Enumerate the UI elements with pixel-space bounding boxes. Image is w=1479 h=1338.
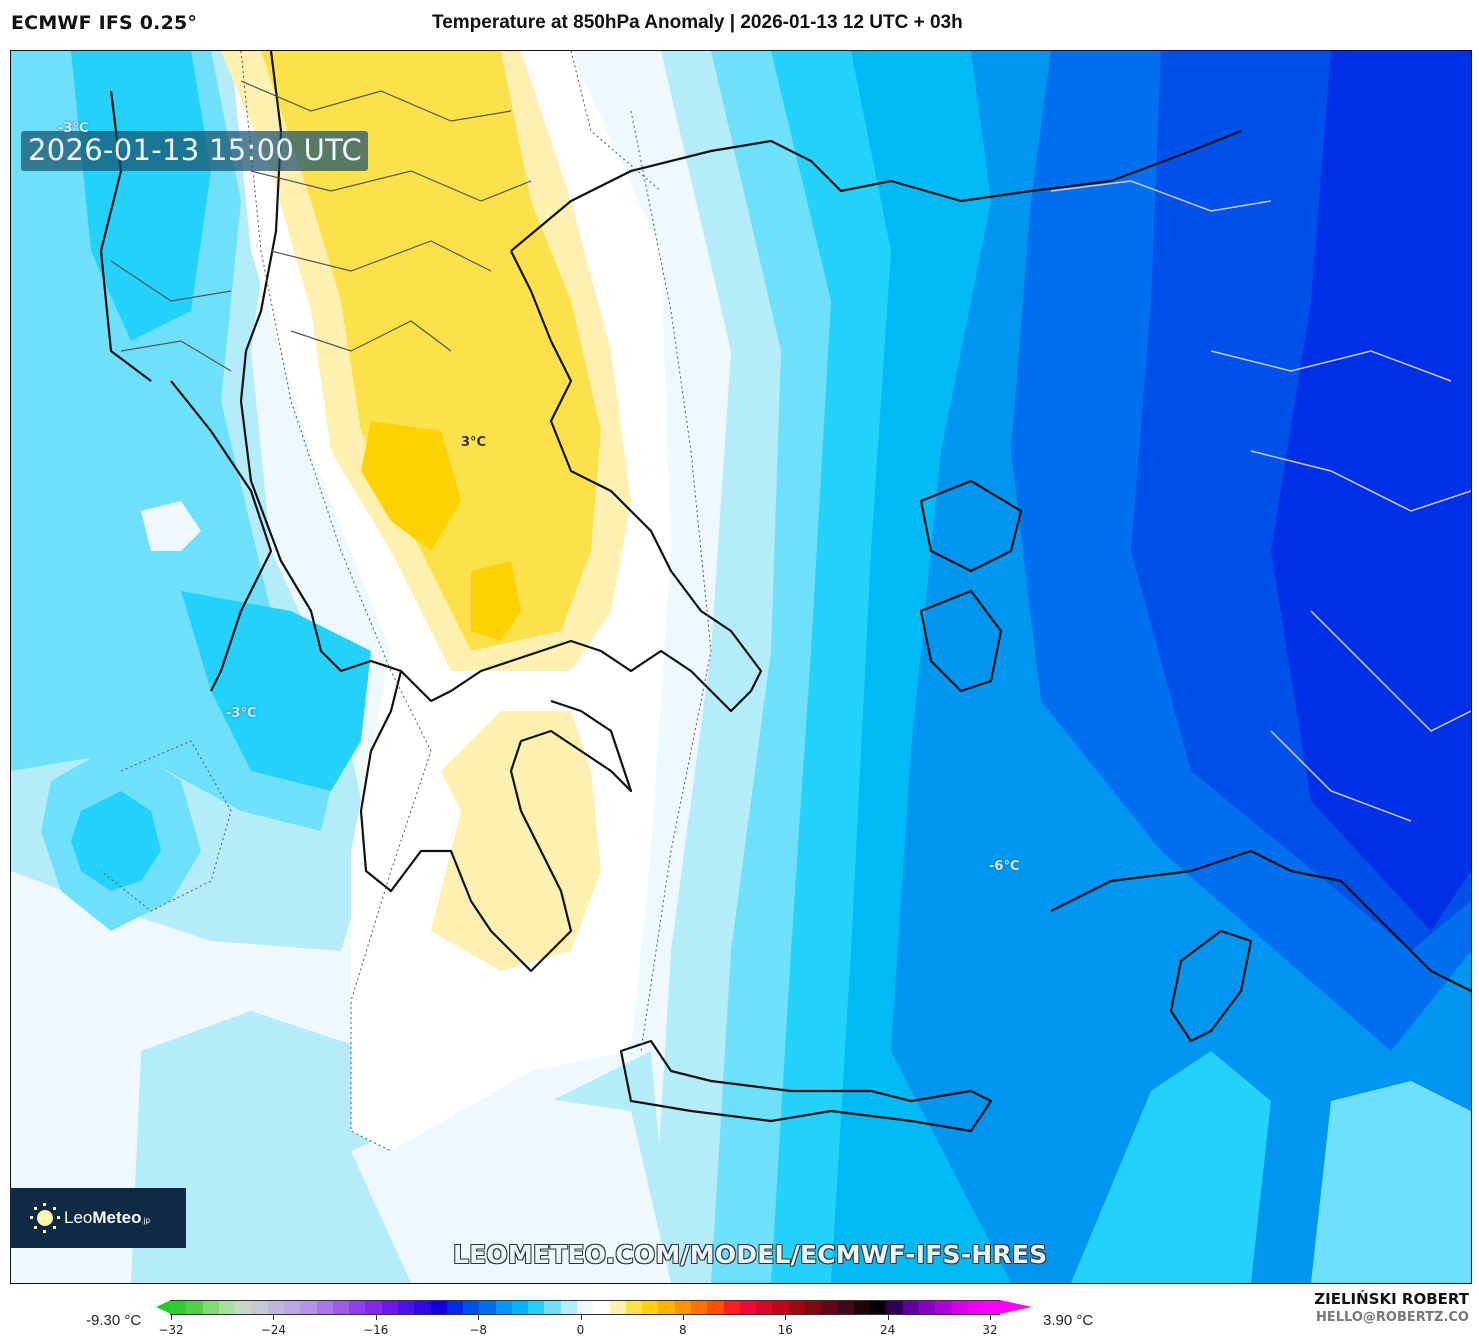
colorbar-swatch bbox=[218, 1301, 236, 1314]
colorbar-swatch bbox=[235, 1301, 252, 1314]
colorbar-swatch bbox=[756, 1301, 773, 1314]
colorbar-tick-label: 32 bbox=[982, 1323, 998, 1337]
colorbar-tick-label: 8 bbox=[679, 1323, 687, 1337]
temperature-anomaly-map[interactable]: 2026-01-13 15:00 UTC -3°C 3°C -3°C -6°C bbox=[10, 50, 1472, 1284]
colorbar-swatch bbox=[609, 1301, 626, 1314]
valid-time-badge: 2026-01-13 15:00 UTC bbox=[21, 131, 369, 171]
colorbar-swatch bbox=[397, 1301, 415, 1314]
colorbar-tick bbox=[580, 1315, 582, 1320]
colorbar-tick-label: 24 bbox=[879, 1323, 896, 1337]
logo-text: LeoMeteo.jp bbox=[64, 1208, 150, 1227]
colorbar-swatch bbox=[723, 1301, 740, 1314]
model-name: ECMWF IFS 0.25° bbox=[11, 12, 198, 34]
colorbar-max-label: 3.90 °C bbox=[1043, 1312, 1094, 1329]
sun-icon bbox=[30, 1203, 60, 1233]
colorbar-extend-low bbox=[156, 1300, 171, 1314]
colorbar-swatch bbox=[951, 1301, 968, 1314]
colorbar bbox=[170, 1300, 1001, 1315]
author-credit: ZIELIŃSKI ROBERT HELLO@ROBERTZ.CO bbox=[1314, 1290, 1469, 1325]
colorbar-swatch bbox=[853, 1301, 871, 1314]
colorbar-swatch bbox=[821, 1301, 838, 1314]
colorbar-tick-label: 16 bbox=[777, 1323, 793, 1337]
colorbar-swatch bbox=[739, 1301, 757, 1314]
colorbar-swatch bbox=[967, 1301, 985, 1314]
colorbar-swatch bbox=[267, 1301, 284, 1314]
colorbar-swatch bbox=[837, 1301, 854, 1314]
colorbar-swatch bbox=[479, 1301, 496, 1314]
map-contours bbox=[11, 51, 1471, 1283]
colorbar-swatch bbox=[870, 1301, 887, 1314]
colorbar-swatch bbox=[658, 1301, 675, 1314]
colorbar-swatch bbox=[283, 1301, 301, 1314]
contour-label: -3°C bbox=[58, 121, 89, 136]
colorbar-swatch bbox=[886, 1301, 903, 1314]
colorbar-swatch bbox=[251, 1301, 268, 1314]
colorbar-swatch bbox=[788, 1301, 805, 1314]
colorbar-min-label: -9.30 °C bbox=[86, 1312, 142, 1329]
colorbar-tick bbox=[785, 1315, 787, 1320]
contour-label: -6°C bbox=[989, 859, 1020, 874]
colorbar-swatch bbox=[560, 1301, 578, 1314]
colorbar-extend-high bbox=[1000, 1300, 1032, 1314]
colorbar-swatch bbox=[186, 1301, 203, 1314]
colorbar-swatch bbox=[935, 1301, 952, 1314]
colorbar-swatch bbox=[577, 1301, 594, 1314]
colorbar-tick-label: −24 bbox=[260, 1323, 287, 1337]
colorbar-swatch bbox=[674, 1301, 691, 1314]
author-name: ZIELIŃSKI ROBERT bbox=[1314, 1290, 1469, 1308]
colorbar-tick bbox=[375, 1315, 377, 1320]
colorbar-swatch bbox=[316, 1301, 333, 1314]
colorbar-swatch bbox=[642, 1301, 659, 1314]
colorbar-tick-label: 0 bbox=[576, 1323, 585, 1337]
contour-label: 3°C bbox=[461, 435, 487, 450]
colorbar-swatch bbox=[495, 1301, 512, 1314]
colorbar-swatch bbox=[544, 1301, 561, 1314]
colorbar-swatch bbox=[365, 1301, 382, 1314]
colorbar-swatch bbox=[804, 1301, 822, 1314]
colorbar-swatch bbox=[918, 1301, 936, 1314]
colorbar-swatch bbox=[902, 1301, 919, 1314]
colorbar-swatch bbox=[528, 1301, 545, 1314]
colorbar-tick bbox=[990, 1315, 991, 1320]
colorbar-swatch bbox=[446, 1301, 464, 1314]
contour-label: -3°C bbox=[226, 706, 257, 721]
colorbar-swatch bbox=[430, 1301, 447, 1314]
colorbar-swatch bbox=[625, 1301, 643, 1314]
author-email: HELLO@ROBERTZ.CO bbox=[1315, 1310, 1469, 1325]
colorbar-swatch bbox=[300, 1301, 317, 1314]
colorbar-swatch bbox=[511, 1301, 529, 1314]
colorbar-swatch bbox=[593, 1301, 610, 1314]
colorbar-swatch bbox=[202, 1301, 219, 1314]
colorbar-tick-label: −8 bbox=[469, 1323, 487, 1337]
colorbar-swatch bbox=[463, 1301, 480, 1314]
colorbar-swatch bbox=[170, 1301, 187, 1314]
colorbar-swatch bbox=[984, 1301, 1001, 1314]
colorbar-tick-label: −32 bbox=[158, 1323, 184, 1337]
colorbar-swatch bbox=[414, 1301, 431, 1314]
leometeo-logo[interactable]: LeoMeteo.jp bbox=[10, 1188, 186, 1248]
source-url-watermark: LEOMETEO.COM/MODEL/ECMWF-IFS-HRES bbox=[453, 1240, 1048, 1269]
colorbar-swatch bbox=[691, 1301, 708, 1314]
colorbar-swatch bbox=[707, 1301, 724, 1314]
colorbar-tick bbox=[273, 1315, 275, 1320]
colorbar-swatch bbox=[772, 1301, 789, 1314]
colorbar-tick bbox=[478, 1315, 480, 1320]
colorbar-tick bbox=[682, 1315, 684, 1320]
colorbar-swatch bbox=[349, 1301, 366, 1314]
colorbar-tick bbox=[887, 1315, 889, 1320]
chart-title: Temperature at 850hPa Anomaly | 2026-01-… bbox=[432, 12, 963, 33]
colorbar-tick bbox=[171, 1315, 172, 1320]
colorbar-swatch bbox=[332, 1301, 350, 1314]
colorbar-swatch bbox=[381, 1301, 398, 1314]
colorbar-tick-label: −16 bbox=[363, 1323, 389, 1337]
